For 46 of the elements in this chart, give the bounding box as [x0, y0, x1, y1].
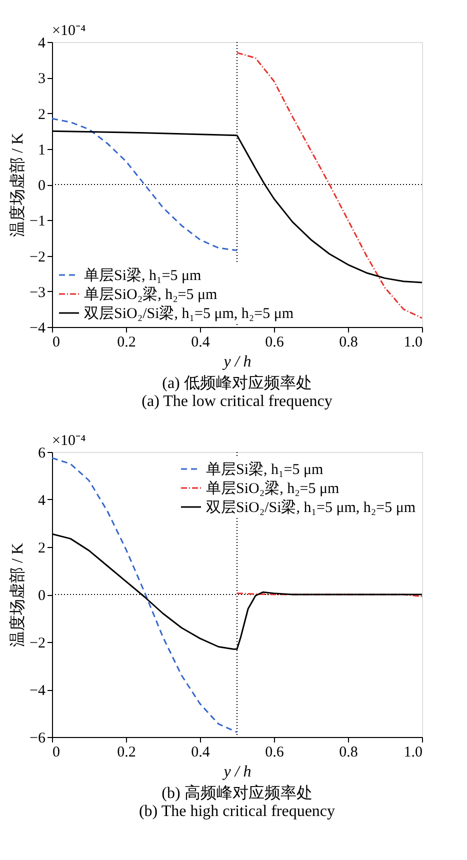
text: (a) The low critical frequency [142, 393, 332, 410]
x-tick-label: 0.2 [117, 744, 136, 760]
x-tick-label: 0.4 [191, 334, 210, 350]
x-tick-label: 0.6 [265, 334, 284, 350]
x-axis-title: y / h [222, 764, 252, 780]
legend-label: 双层SiO₂/Si梁, h₁=5 μm, h₂=5 μm [206, 499, 416, 516]
line-series [52, 457, 238, 733]
y-tick-label: −4 [30, 683, 46, 699]
text: (b) 高频峰对应频率处 [162, 784, 312, 802]
y-tick-label: 2 [38, 540, 46, 556]
x-tick-label: 0.8 [339, 744, 358, 760]
x-tick-label: 0 [52, 334, 60, 350]
y-tick-label: −6 [30, 730, 46, 746]
y-tick-label: −2 [30, 249, 46, 266]
x-tick-label: 0.6 [265, 744, 284, 760]
y-tick-label: −3 [30, 284, 46, 301]
x-tick-label: 0.4 [191, 744, 210, 760]
y-axis-title: 温度场虚部 / K [8, 542, 27, 647]
y-tick-label: 4 [38, 36, 46, 52]
x-tick-label: 0 [52, 744, 60, 760]
legend-label: 单层Si梁, h₁=5 μm [84, 267, 202, 284]
y-tick-label: 2 [38, 106, 46, 123]
x-tick-label: 0.8 [339, 334, 358, 350]
y-tick-label: 3 [38, 71, 46, 88]
y-tick-label: 6 [38, 446, 46, 462]
y-tick-label: −4 [30, 320, 46, 336]
text: (a) 低频峰对应频率处 [162, 374, 312, 392]
x-tick-label: 1.0 [404, 334, 422, 350]
y-axis-title: 温度场虚部 / K [8, 132, 27, 237]
x-tick-label: 1.0 [404, 744, 422, 760]
y-tick-label: −1 [30, 214, 46, 230]
x-axis-title: y / h [222, 354, 252, 370]
legend-label: 单层Si梁, h₁=5 μm [206, 461, 324, 478]
y-tick-label: −2 [30, 636, 46, 652]
text: (b) The high critical frequency [138, 803, 336, 820]
text: ×10⁻⁴ [52, 23, 86, 39]
y-tick-label: 0 [38, 178, 46, 194]
legend-label: 单层SiO₂梁, h₂=5 μm [206, 480, 340, 497]
y-tick-label: 1 [38, 142, 46, 158]
y-tick-label: 4 [38, 493, 46, 509]
x-tick-label: 0.2 [117, 334, 136, 350]
line-series [52, 118, 238, 252]
y-tick-label: 0 [38, 588, 46, 604]
legend-label: 单层SiO₂梁, h₂=5 μm [84, 286, 218, 303]
text: ×10⁻⁴ [52, 433, 86, 449]
legend-label: 双层SiO₂/Si梁, h₁=5 μm, h₂=5 μm [84, 305, 294, 322]
